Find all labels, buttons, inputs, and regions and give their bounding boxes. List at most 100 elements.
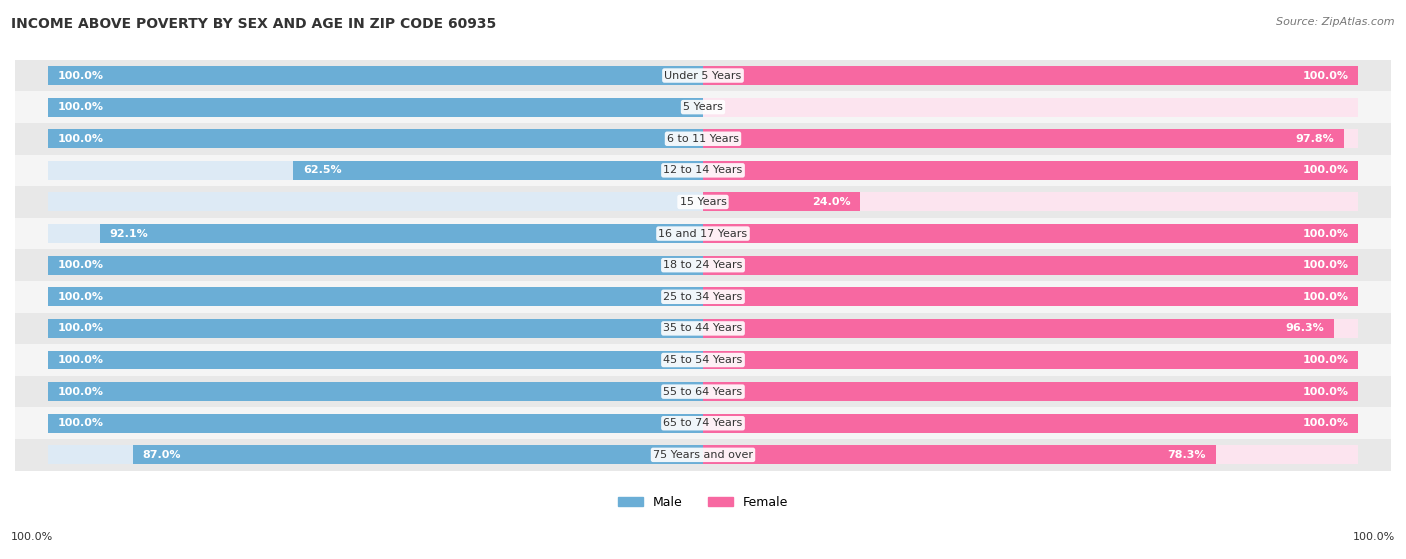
Bar <box>15 123 1391 154</box>
Text: Under 5 Years: Under 5 Years <box>665 70 741 80</box>
Text: 55 to 64 Years: 55 to 64 Years <box>664 387 742 397</box>
Text: 15 Years: 15 Years <box>679 197 727 207</box>
Bar <box>15 439 1391 471</box>
Bar <box>15 376 1391 408</box>
Text: 65 to 74 Years: 65 to 74 Years <box>664 418 742 428</box>
Bar <box>48 446 703 465</box>
Bar <box>703 287 1358 306</box>
Text: 100.0%: 100.0% <box>1302 355 1348 365</box>
Bar <box>15 281 1391 312</box>
Text: 100.0%: 100.0% <box>1302 260 1348 270</box>
Bar <box>703 161 1358 180</box>
Bar <box>703 129 1344 148</box>
Text: 100.0%: 100.0% <box>58 70 104 80</box>
Bar <box>703 382 1358 401</box>
Bar <box>48 98 703 117</box>
Bar <box>703 255 1358 274</box>
Text: 92.1%: 92.1% <box>110 229 148 239</box>
Bar <box>48 98 703 117</box>
Text: INCOME ABOVE POVERTY BY SEX AND AGE IN ZIP CODE 60935: INCOME ABOVE POVERTY BY SEX AND AGE IN Z… <box>11 17 496 31</box>
Bar <box>703 66 1358 85</box>
Bar <box>15 218 1391 249</box>
Bar <box>703 66 1358 85</box>
Bar <box>15 154 1391 186</box>
Text: 100.0%: 100.0% <box>1302 165 1348 176</box>
Bar <box>703 414 1358 433</box>
Bar <box>703 414 1358 433</box>
Bar <box>48 414 703 433</box>
Bar <box>703 224 1358 243</box>
Bar <box>48 129 703 148</box>
Bar <box>48 66 703 85</box>
Bar <box>48 287 703 306</box>
Bar <box>703 255 1358 274</box>
Text: 97.8%: 97.8% <box>1295 134 1334 144</box>
Text: 5 Years: 5 Years <box>683 102 723 112</box>
Bar <box>703 287 1358 306</box>
Bar <box>48 350 703 369</box>
Legend: Male, Female: Male, Female <box>613 491 793 514</box>
Bar <box>15 186 1391 218</box>
Text: 100.0%: 100.0% <box>58 292 104 302</box>
Text: 62.5%: 62.5% <box>304 165 342 176</box>
Text: 100.0%: 100.0% <box>58 387 104 397</box>
Bar <box>48 319 703 338</box>
Text: 100.0%: 100.0% <box>58 260 104 270</box>
Text: 24.0%: 24.0% <box>811 197 851 207</box>
Bar <box>703 319 1334 338</box>
Text: 100.0%: 100.0% <box>58 102 104 112</box>
Bar <box>48 350 703 369</box>
Bar <box>15 249 1391 281</box>
Bar <box>48 255 703 274</box>
Bar <box>703 446 1358 465</box>
Bar <box>134 446 703 465</box>
Text: 45 to 54 Years: 45 to 54 Years <box>664 355 742 365</box>
Bar <box>703 98 1358 117</box>
Bar <box>703 224 1358 243</box>
Bar <box>48 414 703 433</box>
Bar <box>48 255 703 274</box>
Text: 78.3%: 78.3% <box>1168 450 1206 460</box>
Bar <box>15 312 1391 344</box>
Text: 100.0%: 100.0% <box>1302 418 1348 428</box>
Bar <box>703 319 1358 338</box>
Text: 100.0%: 100.0% <box>58 355 104 365</box>
Text: 100.0%: 100.0% <box>1353 532 1395 542</box>
Bar <box>48 66 703 85</box>
Bar <box>703 446 1216 465</box>
Bar <box>48 382 703 401</box>
Text: 96.3%: 96.3% <box>1285 324 1324 333</box>
Text: 16 and 17 Years: 16 and 17 Years <box>658 229 748 239</box>
Text: 100.0%: 100.0% <box>1302 292 1348 302</box>
Bar <box>703 350 1358 369</box>
Bar <box>703 350 1358 369</box>
Bar <box>703 192 860 211</box>
Bar <box>15 60 1391 91</box>
Bar <box>703 382 1358 401</box>
Bar <box>48 192 703 211</box>
Text: 100.0%: 100.0% <box>11 532 53 542</box>
Bar <box>15 408 1391 439</box>
Text: 25 to 34 Years: 25 to 34 Years <box>664 292 742 302</box>
Bar <box>48 129 703 148</box>
Bar <box>294 161 703 180</box>
Text: 100.0%: 100.0% <box>58 324 104 333</box>
Bar <box>15 344 1391 376</box>
Bar <box>48 319 703 338</box>
Text: 87.0%: 87.0% <box>143 450 181 460</box>
Bar <box>48 287 703 306</box>
Text: 12 to 14 Years: 12 to 14 Years <box>664 165 742 176</box>
Bar <box>703 161 1358 180</box>
Text: 6 to 11 Years: 6 to 11 Years <box>666 134 740 144</box>
Bar <box>703 192 1358 211</box>
Text: 100.0%: 100.0% <box>1302 70 1348 80</box>
Text: 100.0%: 100.0% <box>1302 229 1348 239</box>
Text: 100.0%: 100.0% <box>58 418 104 428</box>
Text: 35 to 44 Years: 35 to 44 Years <box>664 324 742 333</box>
Bar <box>48 224 703 243</box>
Bar <box>48 161 703 180</box>
Text: 18 to 24 Years: 18 to 24 Years <box>664 260 742 270</box>
Text: 100.0%: 100.0% <box>58 134 104 144</box>
Bar <box>703 129 1358 148</box>
Text: 75 Years and over: 75 Years and over <box>652 450 754 460</box>
